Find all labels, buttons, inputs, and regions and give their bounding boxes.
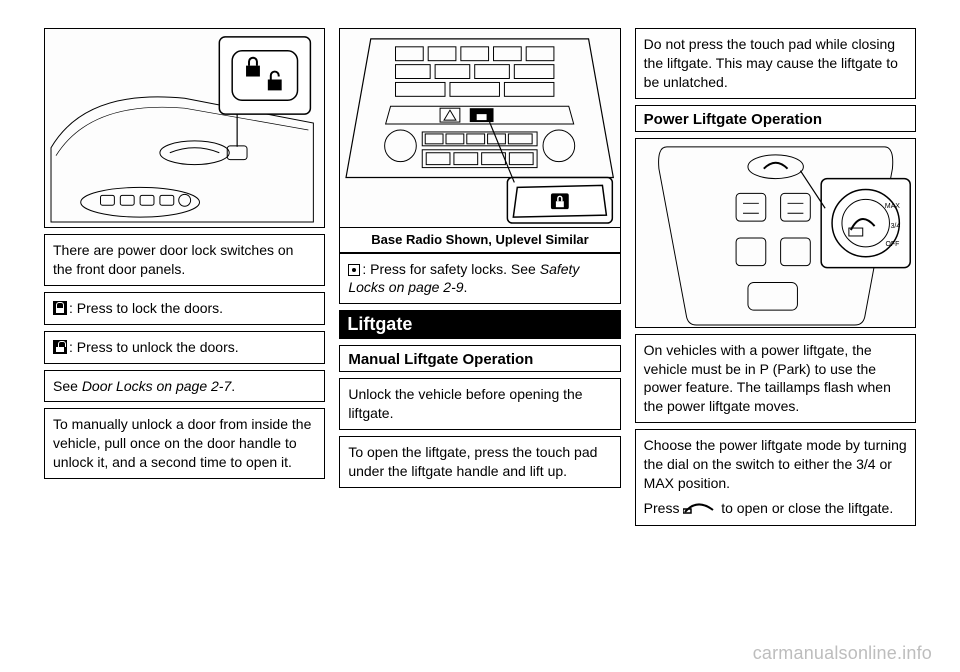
text-unlock-before: Unlock the vehicle before opening the li… bbox=[339, 378, 620, 430]
text-press-unlock: : Press to unlock the doors. bbox=[44, 331, 325, 364]
text-safety-locks: : Press for safety locks. See Safety Loc… bbox=[339, 253, 620, 305]
column-1: There are power door lock switches on th… bbox=[44, 28, 325, 600]
text-see-door-locks: See Door Locks on page 2-7. bbox=[44, 370, 325, 403]
subheading-power-liftgate: Power Liftgate Operation bbox=[635, 105, 916, 132]
column-2: Base Radio Shown, Uplevel Similar : Pres… bbox=[339, 28, 620, 600]
safety-lock-icon bbox=[348, 264, 360, 276]
text-do-not-press: Do not press the touch pad while closing… bbox=[635, 28, 916, 99]
text-manual-unlock: To manually unlock a door from inside th… bbox=[44, 408, 325, 479]
svg-text:MAX: MAX bbox=[885, 203, 900, 210]
text-power-liftgate-park: On vehicles with a power liftgate, the v… bbox=[635, 334, 916, 424]
see-post: . bbox=[231, 378, 235, 394]
figure-center-stack bbox=[339, 28, 620, 228]
safety-post: . bbox=[464, 279, 468, 295]
text-open-liftgate: To open the liftgate, press the touch pa… bbox=[339, 436, 620, 488]
lock-label-text: : Press to lock the doors. bbox=[69, 300, 223, 316]
figure-door-lock-switch bbox=[44, 28, 325, 228]
see-link: Door Locks on page 2-7 bbox=[82, 378, 231, 394]
svg-text:OFF: OFF bbox=[885, 241, 899, 248]
press-open-close-line: Press to open or close the liftgate. bbox=[644, 499, 907, 519]
choose-mode-line: Choose the power liftgate mode by turnin… bbox=[644, 436, 907, 493]
subheading-manual-liftgate: Manual Liftgate Operation bbox=[339, 345, 620, 372]
press-pre: Press bbox=[644, 500, 684, 516]
safety-pre: : Press for safety locks. See bbox=[362, 261, 539, 277]
unlock-label-text: : Press to unlock the doors. bbox=[69, 339, 239, 355]
text-press-lock: : Press to lock the doors. bbox=[44, 292, 325, 325]
column-3: Do not press the touch pad while closing… bbox=[635, 28, 916, 600]
figure-caption: Base Radio Shown, Uplevel Similar bbox=[339, 228, 620, 253]
lock-icon bbox=[53, 301, 67, 315]
figure-overhead-console: MAX 3/4 OFF bbox=[635, 138, 916, 328]
text-lock-switches: There are power door lock switches on th… bbox=[44, 234, 325, 286]
unlock-icon bbox=[53, 340, 67, 354]
liftgate-open-icon bbox=[683, 500, 717, 519]
press-post: to open or close the liftgate. bbox=[721, 500, 893, 516]
heading-liftgate: Liftgate bbox=[339, 310, 620, 339]
text-choose-mode: Choose the power liftgate mode by turnin… bbox=[635, 429, 916, 525]
watermark: carmanualsonline.info bbox=[753, 643, 932, 664]
page-columns: There are power door lock switches on th… bbox=[0, 0, 960, 630]
see-pre: See bbox=[53, 378, 82, 394]
svg-text:3/4: 3/4 bbox=[890, 223, 900, 230]
